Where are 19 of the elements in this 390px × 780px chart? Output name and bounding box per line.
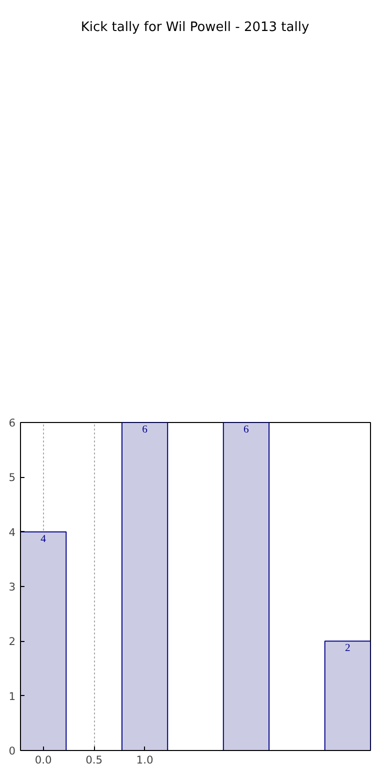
y-tick-label: 1: [8, 690, 16, 703]
x-tick-label: 1.0: [136, 754, 154, 766]
y-tick-label: 4: [8, 526, 16, 539]
x-tick-label: 0.5: [86, 754, 103, 766]
y-tick-label: 3: [8, 580, 16, 594]
data-label: 6: [244, 424, 250, 436]
chart-title: Kick tally for Wil Powell - 2013 tally: [80, 19, 310, 37]
y-tick-label: 2: [8, 635, 16, 648]
x-tick-label: 0.0: [34, 754, 52, 766]
bar: [121, 422, 168, 750]
bar: [20, 531, 67, 750]
data-label: 4: [40, 534, 47, 545]
bar: [324, 640, 370, 750]
data-label: 2: [345, 643, 350, 654]
y-tick-label: 0: [8, 744, 16, 758]
data-label: 6: [142, 424, 148, 436]
y-tick-label: 5: [8, 471, 16, 484]
bar: [222, 422, 270, 750]
y-tick-label: 6: [8, 416, 16, 430]
